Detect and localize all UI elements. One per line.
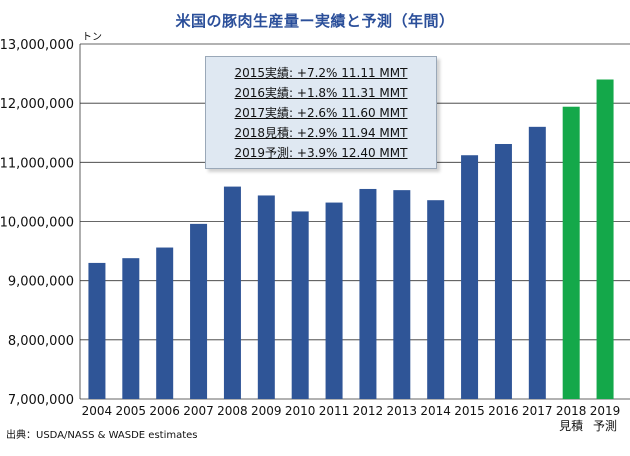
bar: [494, 143, 512, 399]
x-tick-label: 2007: [183, 404, 214, 418]
y-tick-label: 9,000,000: [8, 275, 74, 290]
y-tick-label: 10,000,000: [0, 216, 74, 231]
bar: [325, 202, 343, 399]
x-tick-label: 2015: [454, 404, 485, 418]
source-note: 出典：USDA/NASS & WASDE estimates: [6, 430, 198, 441]
chart-title: 米国の豚肉生産量ー実績と予測（年間）: [175, 12, 455, 30]
y-tick-label: 11,000,000: [0, 156, 74, 171]
annotation-line: 2019予測: +3.9% 12.40 MMT: [234, 146, 408, 160]
annotation-box: 2015実績: +7.2% 11.11 MMT 2016実績: +1.8% 11…: [205, 56, 437, 169]
x-tick-label: 2018: [556, 404, 587, 418]
y-tick-label: 8,000,000: [8, 334, 74, 349]
x-tick-label: 2004: [82, 404, 113, 418]
bar: [461, 155, 479, 399]
annotation-line: 2015実績: +7.2% 11.11 MMT: [234, 66, 408, 80]
annotation-line: 2016実績: +1.8% 11.31 MMT: [234, 86, 408, 100]
x-tick-sublabel: 見積: [559, 418, 583, 433]
annotation-line: 2018見積: +2.9% 11.94 MMT: [234, 126, 408, 140]
x-tick-label: 2006: [149, 404, 180, 418]
x-tick-label: 2010: [285, 404, 316, 418]
y-tick-label: 12,000,000: [0, 97, 74, 112]
x-tick-sublabel: 予測: [593, 419, 617, 433]
bar: [359, 188, 377, 399]
bar: [291, 211, 309, 399]
annotation-line: 2017実績: +2.6% 11.60 MMT: [234, 106, 408, 120]
bar: [562, 106, 580, 399]
x-tick-label: 2009: [251, 404, 282, 418]
x-tick-label: 2019: [590, 404, 621, 418]
bar: [528, 126, 546, 399]
bar: [393, 190, 411, 399]
bar: [122, 258, 140, 399]
bar: [427, 200, 445, 399]
x-tick-label: 2017: [522, 404, 553, 418]
x-tick-label: 2016: [488, 404, 519, 418]
x-tick-label: 2005: [116, 404, 147, 418]
y-tick-label: 7,000,000: [8, 393, 74, 408]
y-axis-unit: トン: [82, 32, 102, 43]
bar: [257, 195, 275, 399]
bar: [88, 262, 106, 399]
x-tick-label: 2011: [319, 404, 350, 418]
bar: [190, 223, 208, 399]
y-tick-label: 13,000,000: [0, 38, 74, 53]
bar: [596, 79, 614, 399]
x-tick-label: 2012: [353, 404, 384, 418]
bar: [156, 247, 174, 399]
x-tick-label: 2013: [387, 404, 418, 418]
x-tick-label: 2014: [420, 404, 451, 418]
bar: [223, 186, 241, 399]
x-tick-label: 2008: [217, 404, 248, 418]
